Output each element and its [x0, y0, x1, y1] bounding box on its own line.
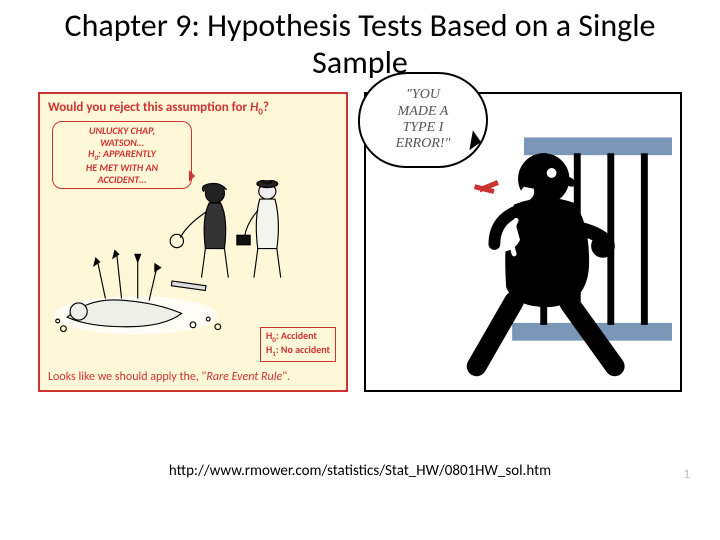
assumption-question: Would you reject this assumption for H0? — [48, 100, 338, 118]
slide-title: Chapter 9: Hypothesis Tests Based on a S… — [0, 0, 720, 92]
panel-row: Would you reject this assumption for H0?… — [0, 92, 720, 392]
sherlock-cartoon-sketch — [48, 180, 338, 342]
rare-event-caption: Looks like we should apply the, "Rare Ev… — [48, 370, 338, 384]
right-cartoon-panel: "YOUMADE ATYPE IERROR!" — [364, 92, 682, 392]
hypotheses-box: H0: AccidentH1: No accident — [260, 327, 336, 362]
shout-lines-icon — [478, 176, 498, 198]
page-number: 1 — [683, 467, 690, 482]
footer-url: http://www.rmower.com/statistics/Stat_HW… — [0, 462, 720, 480]
left-cartoon-panel: Would you reject this assumption for H0?… — [38, 92, 348, 392]
type1-error-speech-bubble: "YOUMADE ATYPE IERROR!" — [358, 72, 488, 168]
